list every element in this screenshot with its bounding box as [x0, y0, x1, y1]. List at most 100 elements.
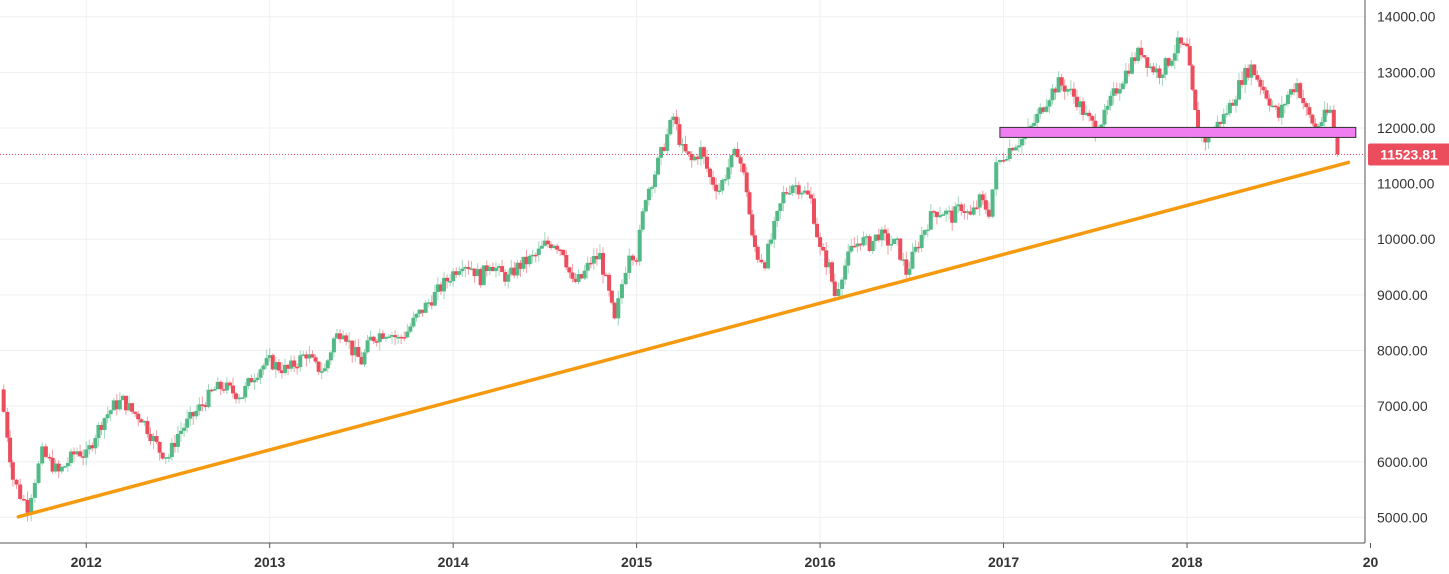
candle-up — [1044, 106, 1049, 112]
candle-up — [252, 380, 257, 383]
candle-up — [766, 243, 771, 269]
candle-up — [846, 251, 851, 266]
y-tick-label: 12000.00 — [1377, 120, 1436, 136]
candle-down — [980, 194, 985, 201]
candle-down — [561, 249, 566, 256]
candle-down — [200, 404, 205, 406]
candle-down — [1304, 103, 1309, 108]
candle-up — [1154, 68, 1159, 73]
candle-up — [273, 362, 278, 370]
candle-up — [1108, 95, 1113, 106]
candle-up — [778, 203, 783, 211]
candle-up — [619, 284, 624, 299]
candle-down — [533, 254, 538, 257]
candle-up — [194, 410, 199, 417]
candle-down — [898, 238, 903, 260]
candle-down — [1273, 105, 1278, 108]
candle-down — [579, 274, 584, 279]
candle-down — [796, 185, 801, 195]
candle-down — [885, 233, 890, 246]
candle-down — [1139, 47, 1144, 56]
candle-up — [108, 410, 113, 415]
candle-up — [843, 265, 848, 280]
candle-up — [1007, 148, 1012, 160]
candle-up — [836, 288, 841, 296]
candle-up — [197, 404, 202, 411]
candle-down — [133, 411, 138, 414]
candle-down — [570, 272, 575, 279]
candle-down — [227, 382, 232, 386]
candle-up — [997, 160, 1002, 163]
candle-down — [1292, 89, 1297, 93]
candle-up — [127, 403, 132, 411]
candle-up — [463, 266, 468, 269]
candle-up — [965, 211, 970, 213]
candle-down — [564, 255, 569, 268]
candle-down — [1310, 114, 1315, 124]
candle-down — [157, 441, 162, 453]
candle-down — [1010, 148, 1015, 151]
candle-down — [1313, 123, 1318, 128]
candle-up — [29, 497, 34, 513]
candle-down — [1203, 135, 1208, 143]
candle-up — [1221, 114, 1226, 124]
candle-down — [1001, 160, 1006, 162]
candle-up — [937, 215, 942, 218]
candle-down — [607, 274, 612, 291]
candle-down — [371, 336, 376, 342]
candle-down — [662, 147, 667, 151]
candle-up — [185, 418, 190, 428]
candle-up — [539, 245, 544, 249]
candle-down — [316, 361, 321, 372]
candle-up — [919, 234, 924, 249]
candle-up — [1038, 107, 1043, 114]
candle-up — [246, 378, 251, 386]
candle-up — [93, 438, 98, 449]
candle-up — [506, 274, 511, 282]
candle-up — [793, 185, 798, 187]
candle-up — [62, 466, 67, 468]
candle-up — [347, 340, 352, 343]
candle-down — [612, 302, 617, 319]
candle-up — [1078, 101, 1083, 108]
candle-up — [956, 204, 961, 207]
candle-down — [374, 341, 379, 343]
candle-down — [286, 364, 291, 369]
candle-up — [873, 234, 878, 241]
candle-up — [623, 272, 628, 285]
candle-up — [1019, 138, 1024, 146]
candle-down — [708, 168, 713, 178]
candle-down — [43, 446, 48, 457]
candle-down — [71, 451, 76, 455]
candle-down — [1240, 80, 1245, 85]
candle-up — [212, 389, 217, 391]
candle-up — [475, 269, 480, 277]
candle-down — [160, 452, 165, 459]
candle-up — [720, 179, 725, 191]
candle-up — [646, 188, 651, 201]
candle-down — [99, 424, 104, 430]
candle-down — [630, 255, 635, 261]
candle-up — [775, 210, 780, 222]
candle-down — [1, 389, 6, 412]
candle-up — [469, 268, 474, 271]
candle-up — [386, 336, 391, 339]
candle-up — [426, 302, 431, 304]
candle-down — [674, 116, 679, 125]
candle-up — [723, 179, 728, 181]
candle-down — [356, 347, 361, 357]
candle-up — [1163, 58, 1168, 75]
candle-down — [677, 124, 682, 145]
candle-up — [497, 266, 502, 268]
candle-down — [380, 333, 385, 339]
candle-up — [692, 156, 697, 161]
candle-up — [215, 381, 220, 390]
candle-down — [934, 211, 939, 218]
candle-up — [827, 262, 832, 268]
candle-down — [711, 177, 716, 185]
candle-up — [1013, 147, 1018, 151]
candle-up — [769, 239, 774, 244]
candle-up — [319, 371, 324, 373]
candle-up — [1282, 103, 1287, 106]
